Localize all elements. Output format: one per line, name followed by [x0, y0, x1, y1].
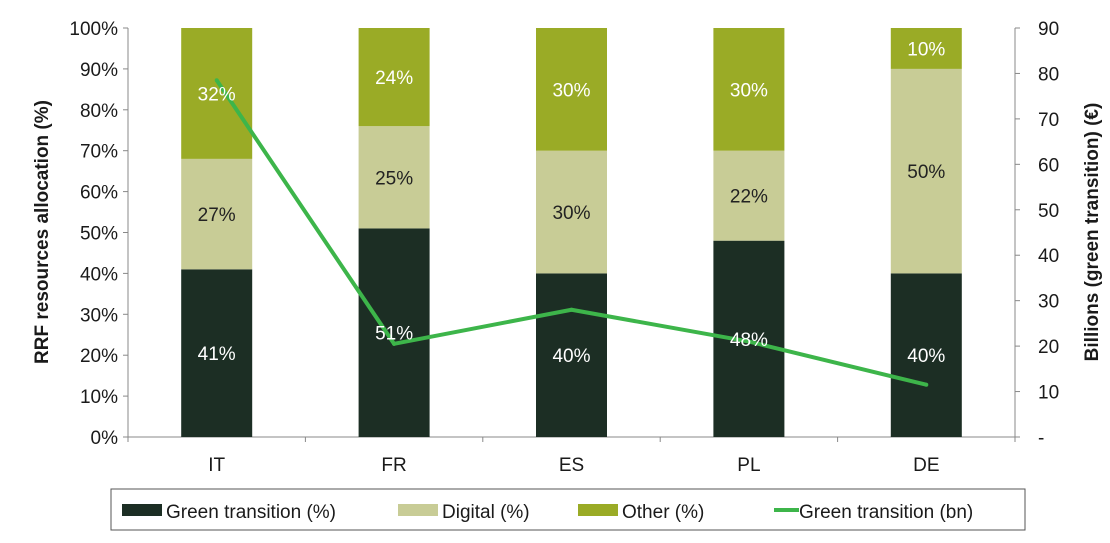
line-point — [746, 339, 751, 344]
data-label: 40% — [552, 346, 590, 367]
legend-swatch — [398, 504, 438, 516]
data-label: 40% — [907, 346, 945, 367]
line-point — [392, 341, 397, 346]
data-label: 48% — [730, 330, 768, 351]
bar-digital-pl — [713, 150, 785, 241]
y-left-tick-label: 70% — [80, 142, 118, 163]
y-right-tick-label: - — [1038, 428, 1044, 449]
y-left-tick-label: 0% — [91, 428, 119, 449]
x-tick-label: DE — [913, 455, 939, 476]
bar-other-es — [536, 28, 607, 151]
bar-green-transition-de — [890, 273, 962, 437]
bar-other-de — [890, 28, 962, 69]
data-label: 22% — [730, 187, 768, 208]
data-label: 50% — [907, 162, 945, 183]
y-left-tick-label: 30% — [80, 305, 118, 326]
line-series — [214, 78, 929, 387]
y-right-tick-label: 10 — [1038, 383, 1059, 404]
bar-digital-es — [536, 150, 607, 274]
bar-other-pl — [713, 28, 785, 151]
data-labels: 41% 27% 32% 51% 25% 24% 40% 30% 30% 48% 22% 30% 40% 5… — [198, 39, 946, 367]
legend: Green transition (%) Digital (%) Other (%)… — [110, 488, 1026, 531]
data-label: 25% — [375, 168, 413, 189]
y-axis-left-title: RRF resources allocation (%) — [32, 100, 53, 364]
x-tick-label: ES — [559, 455, 584, 476]
x-tick-label: IT — [208, 455, 225, 476]
data-label: 10% — [907, 39, 945, 60]
legend-box — [110, 488, 1026, 531]
data-label: 41% — [198, 344, 236, 365]
line-point — [924, 382, 929, 387]
bar-green-transition-it — [181, 269, 253, 437]
y-axis-left-title-text: RRF resources allocation (%) — [32, 100, 53, 364]
axes: 0% 10% 20% 30% 40% 50% 60% 70% 80% 90% 100% - 10 20 30… — [69, 19, 1059, 476]
bar-series — [181, 28, 962, 437]
data-label: 51% — [375, 324, 413, 345]
legend-label: Green transition (bn) — [799, 502, 973, 523]
line-point — [214, 78, 219, 83]
legend-label: Digital (%) — [442, 502, 530, 523]
x-tick-label: FR — [381, 455, 406, 476]
data-label: 30% — [552, 80, 590, 101]
y-right-tick-label: 80 — [1038, 64, 1059, 85]
data-label: 32% — [198, 84, 236, 105]
y-right-tick-label: 50 — [1038, 201, 1059, 222]
y-left-tick-label: 100% — [69, 19, 118, 40]
line-point — [569, 307, 574, 312]
y-left-tick-label: 90% — [80, 60, 118, 81]
y-right-tick-label: 30 — [1038, 292, 1059, 313]
y-right-tick-label: 20 — [1038, 337, 1059, 358]
y-right-tick-label: 70 — [1038, 110, 1059, 131]
y-axis-right-title-text: Billions (green transition) (€) — [1082, 103, 1103, 362]
y-axis-right-title: Billions (green transition) (€) — [1082, 103, 1103, 362]
y-right-tick-label: 90 — [1038, 19, 1059, 40]
y-left-tick-label: 10% — [80, 387, 118, 408]
data-label: 30% — [730, 80, 768, 101]
legend-swatch — [578, 504, 618, 516]
legend-label: Green transition (%) — [166, 502, 336, 523]
y-left-tick-label: 50% — [80, 224, 118, 245]
legend-swatch — [122, 504, 162, 516]
bar-other-fr — [358, 28, 430, 127]
bar-other-it — [181, 28, 253, 159]
bar-digital-fr — [358, 126, 430, 229]
y-left-tick-label: 20% — [80, 346, 118, 367]
y-left-tick-label: 40% — [80, 264, 118, 285]
bar-green-transition-es — [536, 273, 607, 437]
data-label: 24% — [375, 68, 413, 89]
bar-green-transition-fr — [358, 228, 430, 437]
legend-label: Other (%) — [622, 502, 704, 523]
bar-digital-it — [181, 158, 253, 270]
y-left-tick-label: 60% — [80, 183, 118, 204]
y-right-tick-label: 60 — [1038, 155, 1059, 176]
data-label: 27% — [198, 205, 236, 226]
y-right-tick-label: 40 — [1038, 246, 1059, 267]
data-label: 30% — [552, 203, 590, 224]
bar-digital-de — [890, 68, 962, 274]
y-left-tick-label: 80% — [80, 101, 118, 122]
x-tick-label: PL — [737, 455, 760, 476]
